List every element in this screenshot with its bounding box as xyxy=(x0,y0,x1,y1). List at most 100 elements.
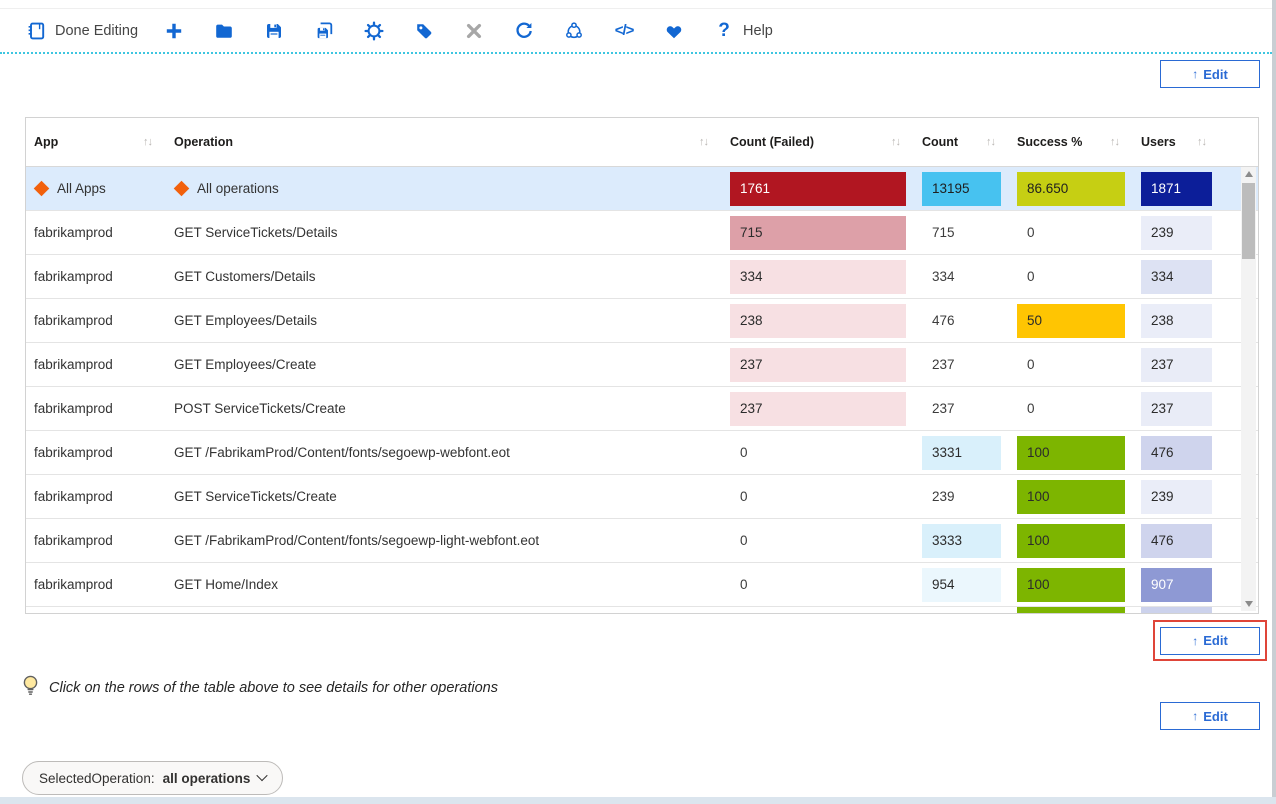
table-body: All Apps All operations 1761 13195 86.650 187… xyxy=(26,167,1258,613)
save-button[interactable] xyxy=(264,21,284,41)
column-header-count[interactable]: Count ↑↓ xyxy=(914,118,1009,166)
success-cell-value: 100 xyxy=(1017,435,1125,470)
save-as-button[interactable] xyxy=(314,21,334,41)
app-cell: fabrikamprod xyxy=(26,255,166,298)
app-cell: All Apps xyxy=(26,167,166,210)
operation-name: GET Home/Index xyxy=(174,577,279,592)
count-failed-cell: 0 xyxy=(722,475,914,518)
count-failed-cell: 1761 xyxy=(722,167,914,210)
column-header-success[interactable]: Success % ↑↓ xyxy=(1009,118,1133,166)
scroll-up-icon xyxy=(1244,171,1253,177)
column-header-users[interactable]: Users ↑↓ xyxy=(1133,118,1220,166)
operation-cell: GET Employees/Details xyxy=(166,299,722,342)
users-cell: 239 xyxy=(1133,211,1220,254)
column-label: Users xyxy=(1141,135,1176,149)
app-name: fabrikamprod xyxy=(34,313,113,328)
table-row[interactable]: fabrikamprod GET /FabrikamProd/Content/fo… xyxy=(26,519,1258,563)
favorite-button[interactable] xyxy=(664,21,684,41)
column-label: App xyxy=(34,135,59,149)
count-cell: 476 xyxy=(914,299,1009,342)
edit-button-middle[interactable]: ↑ Edit xyxy=(1160,626,1260,655)
edit-button-bottom[interactable]: ↑ Edit xyxy=(1160,702,1260,730)
advanced-editor-button[interactable]: </> xyxy=(614,21,635,41)
table-row[interactable]: fabrikamprod GET Customers/Details 334 334 0… xyxy=(26,255,1258,299)
operation-name: GET /FabrikamProd/Content/fonts/segoewp-… xyxy=(174,533,540,548)
scroll-down-button[interactable] xyxy=(1241,597,1256,611)
sort-icon: ↑↓ xyxy=(986,136,996,148)
success-cell: 50 xyxy=(1009,299,1133,342)
success-cell-value: 86.650 xyxy=(1017,171,1125,206)
add-button[interactable] xyxy=(164,21,184,41)
table-row[interactable]: fabrikamprod GET ServiceTickets/Details 71… xyxy=(26,211,1258,255)
app-name: fabrikamprod xyxy=(34,357,113,372)
column-header-operation[interactable]: Operation ↑↓ xyxy=(166,118,722,166)
success-cell-value: 100 xyxy=(1017,479,1125,514)
sort-icon: ↑↓ xyxy=(891,136,901,148)
count-cell-value: 3333 xyxy=(922,523,1001,558)
table-row[interactable]: fabrikamprod GET /FabrikamProd/Content/fo… xyxy=(26,431,1258,475)
operation-name: GET ServiceTickets/Create xyxy=(174,489,337,504)
success-cell: 0 xyxy=(1009,211,1133,254)
table-row[interactable]: fabrikamprod GET ServiceTickets/Create 0 23… xyxy=(26,475,1258,519)
settings-button[interactable] xyxy=(364,20,384,41)
vertical-scrollbar[interactable] xyxy=(1241,167,1256,611)
sort-icon: ↑↓ xyxy=(1110,136,1120,148)
tip-row: Click on the rows of the table above to … xyxy=(22,675,498,701)
help-button[interactable]: ? Help xyxy=(714,20,773,41)
count-failed-cell-value: 237 xyxy=(730,391,906,426)
column-header-count-failed[interactable]: Count (Failed) ↑↓ xyxy=(722,118,914,166)
open-button[interactable] xyxy=(214,21,234,41)
refresh-button[interactable] xyxy=(514,21,534,41)
count-failed-cell-value: 0 xyxy=(740,489,748,504)
column-header-app[interactable]: App ↑↓ xyxy=(26,118,166,166)
count-cell: 239 xyxy=(914,475,1009,518)
count-cell-value: 239 xyxy=(932,489,955,504)
app-name: fabrikamprod xyxy=(34,225,113,240)
app-cell: fabrikamprod xyxy=(26,299,166,342)
gear-icon xyxy=(364,20,384,41)
count-failed-cell-value: 0 xyxy=(740,533,748,548)
table-row[interactable]: fabrikamprod GET Home/Index 0 954 100 907 xyxy=(26,563,1258,607)
edit-button-label: Edit xyxy=(1203,633,1228,648)
app-name: fabrikamprod xyxy=(34,269,113,284)
operation-cell: POST ServiceTickets/Create xyxy=(166,387,722,430)
scrollbar-thumb[interactable] xyxy=(1242,183,1255,259)
operation-name: All operations xyxy=(197,181,279,196)
scroll-up-button[interactable] xyxy=(1241,167,1256,181)
count-cell: 334 xyxy=(914,255,1009,298)
refresh-icon xyxy=(514,21,534,41)
table-row[interactable]: fabrikamprod POST ServiceTickets/Create 23… xyxy=(26,387,1258,431)
operation-name: GET ServiceTickets/Details xyxy=(174,225,338,240)
app-name: fabrikamprod xyxy=(34,533,113,548)
table-row[interactable] xyxy=(26,607,1258,613)
selected-operation-dropdown[interactable]: SelectedOperation: all operations xyxy=(22,761,284,795)
count-cell xyxy=(914,607,1009,613)
users-cell-value: 1871 xyxy=(1141,171,1212,206)
tag-button[interactable] xyxy=(414,21,434,41)
users-cell: 237 xyxy=(1133,387,1220,430)
table-row[interactable]: fabrikamprod GET Employees/Create 237 237 0 2… xyxy=(26,343,1258,387)
count-cell: 715 xyxy=(914,211,1009,254)
done-editing-button[interactable]: Done Editing xyxy=(26,21,138,41)
operation-cell: GET /FabrikamProd/Content/fonts/segoewp-… xyxy=(166,431,722,474)
heart-icon xyxy=(664,21,684,41)
users-cell: 239 xyxy=(1133,475,1220,518)
edit-button-top[interactable]: ↑ Edit xyxy=(1160,60,1260,88)
highlight-box: ↑ Edit xyxy=(1153,620,1267,661)
count-cell-value: 476 xyxy=(932,313,955,328)
app-cell: fabrikamprod xyxy=(26,343,166,386)
users-cell: 476 xyxy=(1133,431,1220,474)
users-cell: 1871 xyxy=(1133,167,1220,210)
app-name: fabrikamprod xyxy=(34,445,113,460)
success-cell xyxy=(1009,607,1133,613)
count-cell-value: 237 xyxy=(932,357,955,372)
table-row[interactable]: fabrikamprod GET Employees/Details 238 476 5… xyxy=(26,299,1258,343)
share-button[interactable] xyxy=(564,21,584,41)
close-button[interactable] xyxy=(464,21,484,41)
operation-name: GET Employees/Details xyxy=(174,313,318,328)
success-cell-value: 0 xyxy=(1027,269,1035,284)
users-cell-value: 239 xyxy=(1141,215,1212,250)
table-row[interactable]: All Apps All operations 1761 13195 86.650 187… xyxy=(26,167,1258,211)
edit-button-label: Edit xyxy=(1203,66,1228,82)
count-cell: 3333 xyxy=(914,519,1009,562)
